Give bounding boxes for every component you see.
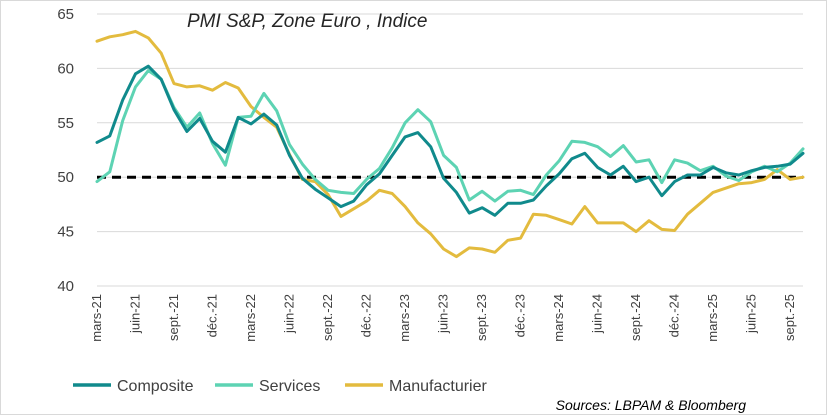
series-lines bbox=[95, 29, 805, 259]
source-note: Sources: LBPAM & Bloomberg bbox=[556, 397, 747, 413]
y-tick-label: 45 bbox=[57, 224, 74, 241]
x-tick-label: déc.-23 bbox=[513, 294, 528, 337]
x-tick-label: sept.-21 bbox=[166, 294, 181, 341]
y-tick-label: 40 bbox=[57, 278, 74, 295]
y-tick-label: 65 bbox=[57, 6, 74, 23]
y-axis-ticks: 40 45 50 55 60 65 bbox=[57, 6, 74, 295]
legend-label-manufacturier: Manufacturier bbox=[389, 378, 487, 395]
x-tick-label: juin-22 bbox=[282, 294, 297, 334]
chart-title: PMI S&P, Zone Euro , Indice bbox=[187, 11, 427, 32]
x-tick-label: mars-25 bbox=[705, 294, 720, 342]
x-tick-label: juin-21 bbox=[128, 294, 143, 334]
y-tick-label: 60 bbox=[57, 60, 74, 77]
y-tick-label: 55 bbox=[57, 115, 74, 132]
x-tick-label: sept.-25 bbox=[782, 294, 797, 341]
x-tick-label: juin-24 bbox=[590, 294, 605, 334]
series-line-manufacturier bbox=[95, 29, 805, 259]
y-tick-label: 50 bbox=[57, 169, 74, 186]
x-tick-label: juin-23 bbox=[436, 294, 451, 334]
series-line-composite bbox=[95, 64, 805, 217]
x-tick-label: mars-22 bbox=[243, 294, 258, 342]
legend-label-services: Services bbox=[259, 378, 320, 395]
x-axis-ticks: mars-21 juin-21 sept.-21 déc.-21 mars-22 juin… bbox=[89, 294, 797, 342]
x-tick-label: sept.-23 bbox=[474, 294, 489, 341]
gridlines bbox=[97, 13, 803, 287]
x-tick-label: mars-21 bbox=[89, 294, 104, 342]
legend: Composite Services Manufacturier bbox=[73, 378, 487, 395]
x-tick-label: sept.-24 bbox=[628, 294, 643, 341]
legend-label-composite: Composite bbox=[117, 378, 194, 395]
x-tick-label: mars-23 bbox=[397, 294, 412, 342]
x-tick-label: mars-24 bbox=[551, 294, 566, 342]
x-tick-label: déc.-24 bbox=[667, 294, 682, 337]
x-tick-label: déc.-22 bbox=[359, 294, 374, 337]
x-tick-label: déc.-21 bbox=[205, 294, 220, 337]
x-tick-label: juin-25 bbox=[744, 294, 759, 334]
x-tick-label: sept.-22 bbox=[320, 294, 335, 341]
series-line-services bbox=[95, 69, 805, 203]
